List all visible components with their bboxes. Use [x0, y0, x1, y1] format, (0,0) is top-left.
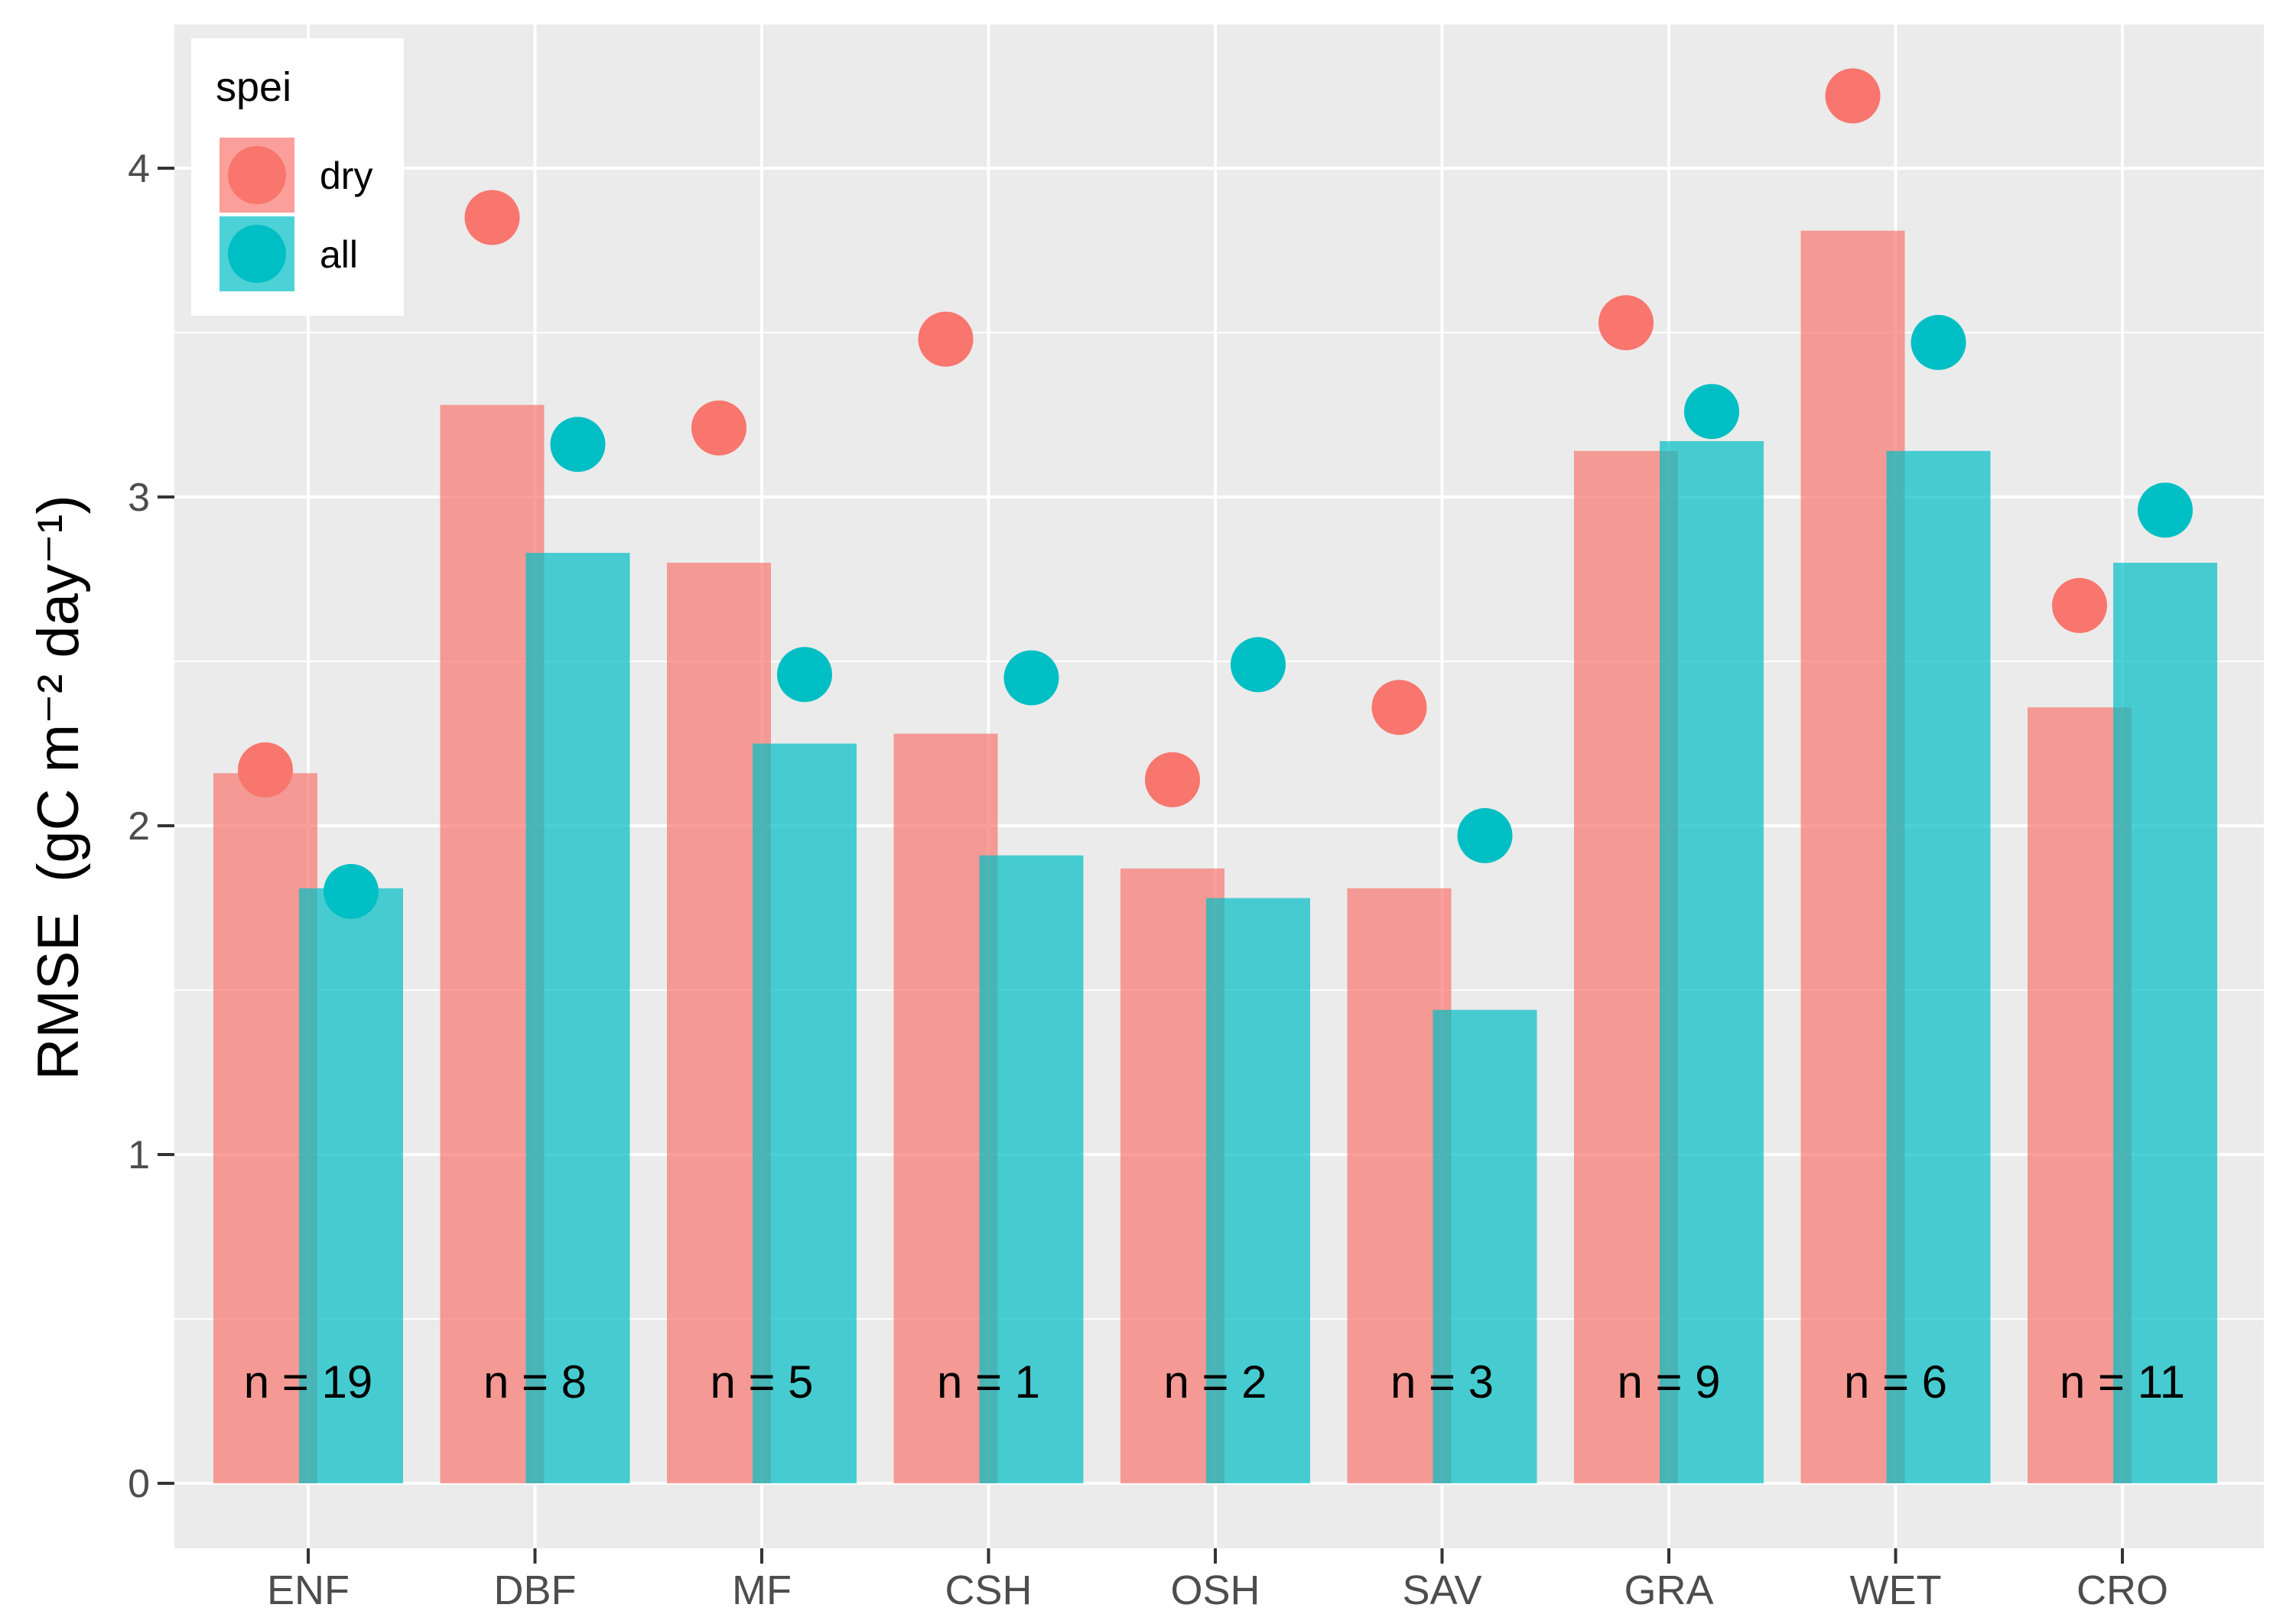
point-all-csh	[1003, 650, 1059, 706]
bar-all-wet	[1886, 450, 1991, 1483]
legend-key-dry-dot	[228, 146, 286, 204]
y-tick-label: 0	[128, 1462, 150, 1506]
y-axis-title-main: RMSE	[26, 912, 91, 1080]
n-label-wet: n = 6	[1844, 1356, 1947, 1408]
legend-key-all-dot	[228, 225, 286, 283]
bar-all-osh	[1206, 898, 1310, 1483]
x-tick-label-wet: WET	[1850, 1567, 1942, 1613]
n-labels: n = 19 n = 8 n = 5 n = 1 n = 2 n = 3 n = 9 n = …	[244, 1356, 2185, 1408]
point-dry-osh	[1145, 752, 1200, 807]
point-dry-enf	[238, 742, 293, 797]
points	[238, 68, 2193, 919]
y-tick-label: 3	[128, 476, 150, 520]
point-dry-mf	[691, 400, 746, 456]
legend-title: spei	[216, 64, 291, 110]
n-label-sav: n = 3	[1390, 1356, 1494, 1408]
n-label-enf: n = 19	[244, 1356, 373, 1408]
legend-label-dry: dry	[320, 154, 372, 197]
bar-all-mf	[753, 743, 857, 1483]
x-tick-label-sav: SAV	[1402, 1567, 1481, 1613]
x-tick-label-csh: CSH	[945, 1567, 1032, 1613]
bar-all-sav	[1433, 1009, 1537, 1483]
y-tick-label: 4	[128, 147, 150, 191]
point-all-mf	[777, 647, 832, 703]
n-label-osh: n = 2	[1163, 1356, 1267, 1408]
n-label-cro: n = 11	[2060, 1356, 2185, 1408]
point-all-enf	[324, 864, 379, 919]
point-all-gra	[1684, 384, 1739, 440]
x-tick-label-osh: OSH	[1170, 1567, 1260, 1613]
x-tick-label-mf: MF	[732, 1567, 792, 1613]
point-dry-wet	[1825, 68, 1881, 124]
y-tick-label: 1	[128, 1133, 150, 1177]
y-axis-title: RMSE (gC m⁻² day⁻¹)	[26, 495, 91, 1080]
bar-all-enf	[299, 888, 403, 1483]
x-tick-label-dbf: DBF	[494, 1567, 577, 1613]
point-all-osh	[1231, 637, 1286, 693]
legend-label-all: all	[320, 233, 358, 276]
point-all-sav	[1457, 807, 1513, 863]
bar-all-cro	[2113, 563, 2217, 1483]
point-dry-sav	[1371, 680, 1427, 736]
point-all-cro	[2138, 482, 2193, 538]
point-all-wet	[1911, 314, 1966, 370]
bar-all-gra	[1660, 440, 1764, 1483]
x-tick-label-gra: GRA	[1624, 1567, 1713, 1613]
n-label-mf: n = 5	[710, 1356, 813, 1408]
n-label-gra: n = 9	[1617, 1356, 1720, 1408]
legend: spei dry all	[191, 38, 404, 316]
n-label-dbf: n = 8	[483, 1356, 587, 1408]
bar-all-csh	[979, 855, 1084, 1483]
point-all-dbf	[550, 417, 606, 473]
point-dry-gra	[1598, 295, 1654, 351]
bars	[213, 230, 2217, 1484]
point-dry-cro	[2052, 577, 2107, 633]
axes: 0 1 2 3 4 ENF DBF MF CSH OSH SAV GRA WET CRO	[128, 147, 2168, 1613]
n-label-csh: n = 1	[937, 1356, 1040, 1408]
x-tick-label-cro: CRO	[2076, 1567, 2168, 1613]
x-tick-label-enf: ENF	[267, 1567, 350, 1613]
y-tick-label: 2	[128, 804, 150, 849]
point-dry-dbf	[464, 190, 520, 245]
bar-all-dbf	[525, 553, 630, 1483]
y-axis-title-unit: (gC m⁻² day⁻¹)	[26, 495, 91, 882]
point-dry-csh	[918, 311, 974, 367]
